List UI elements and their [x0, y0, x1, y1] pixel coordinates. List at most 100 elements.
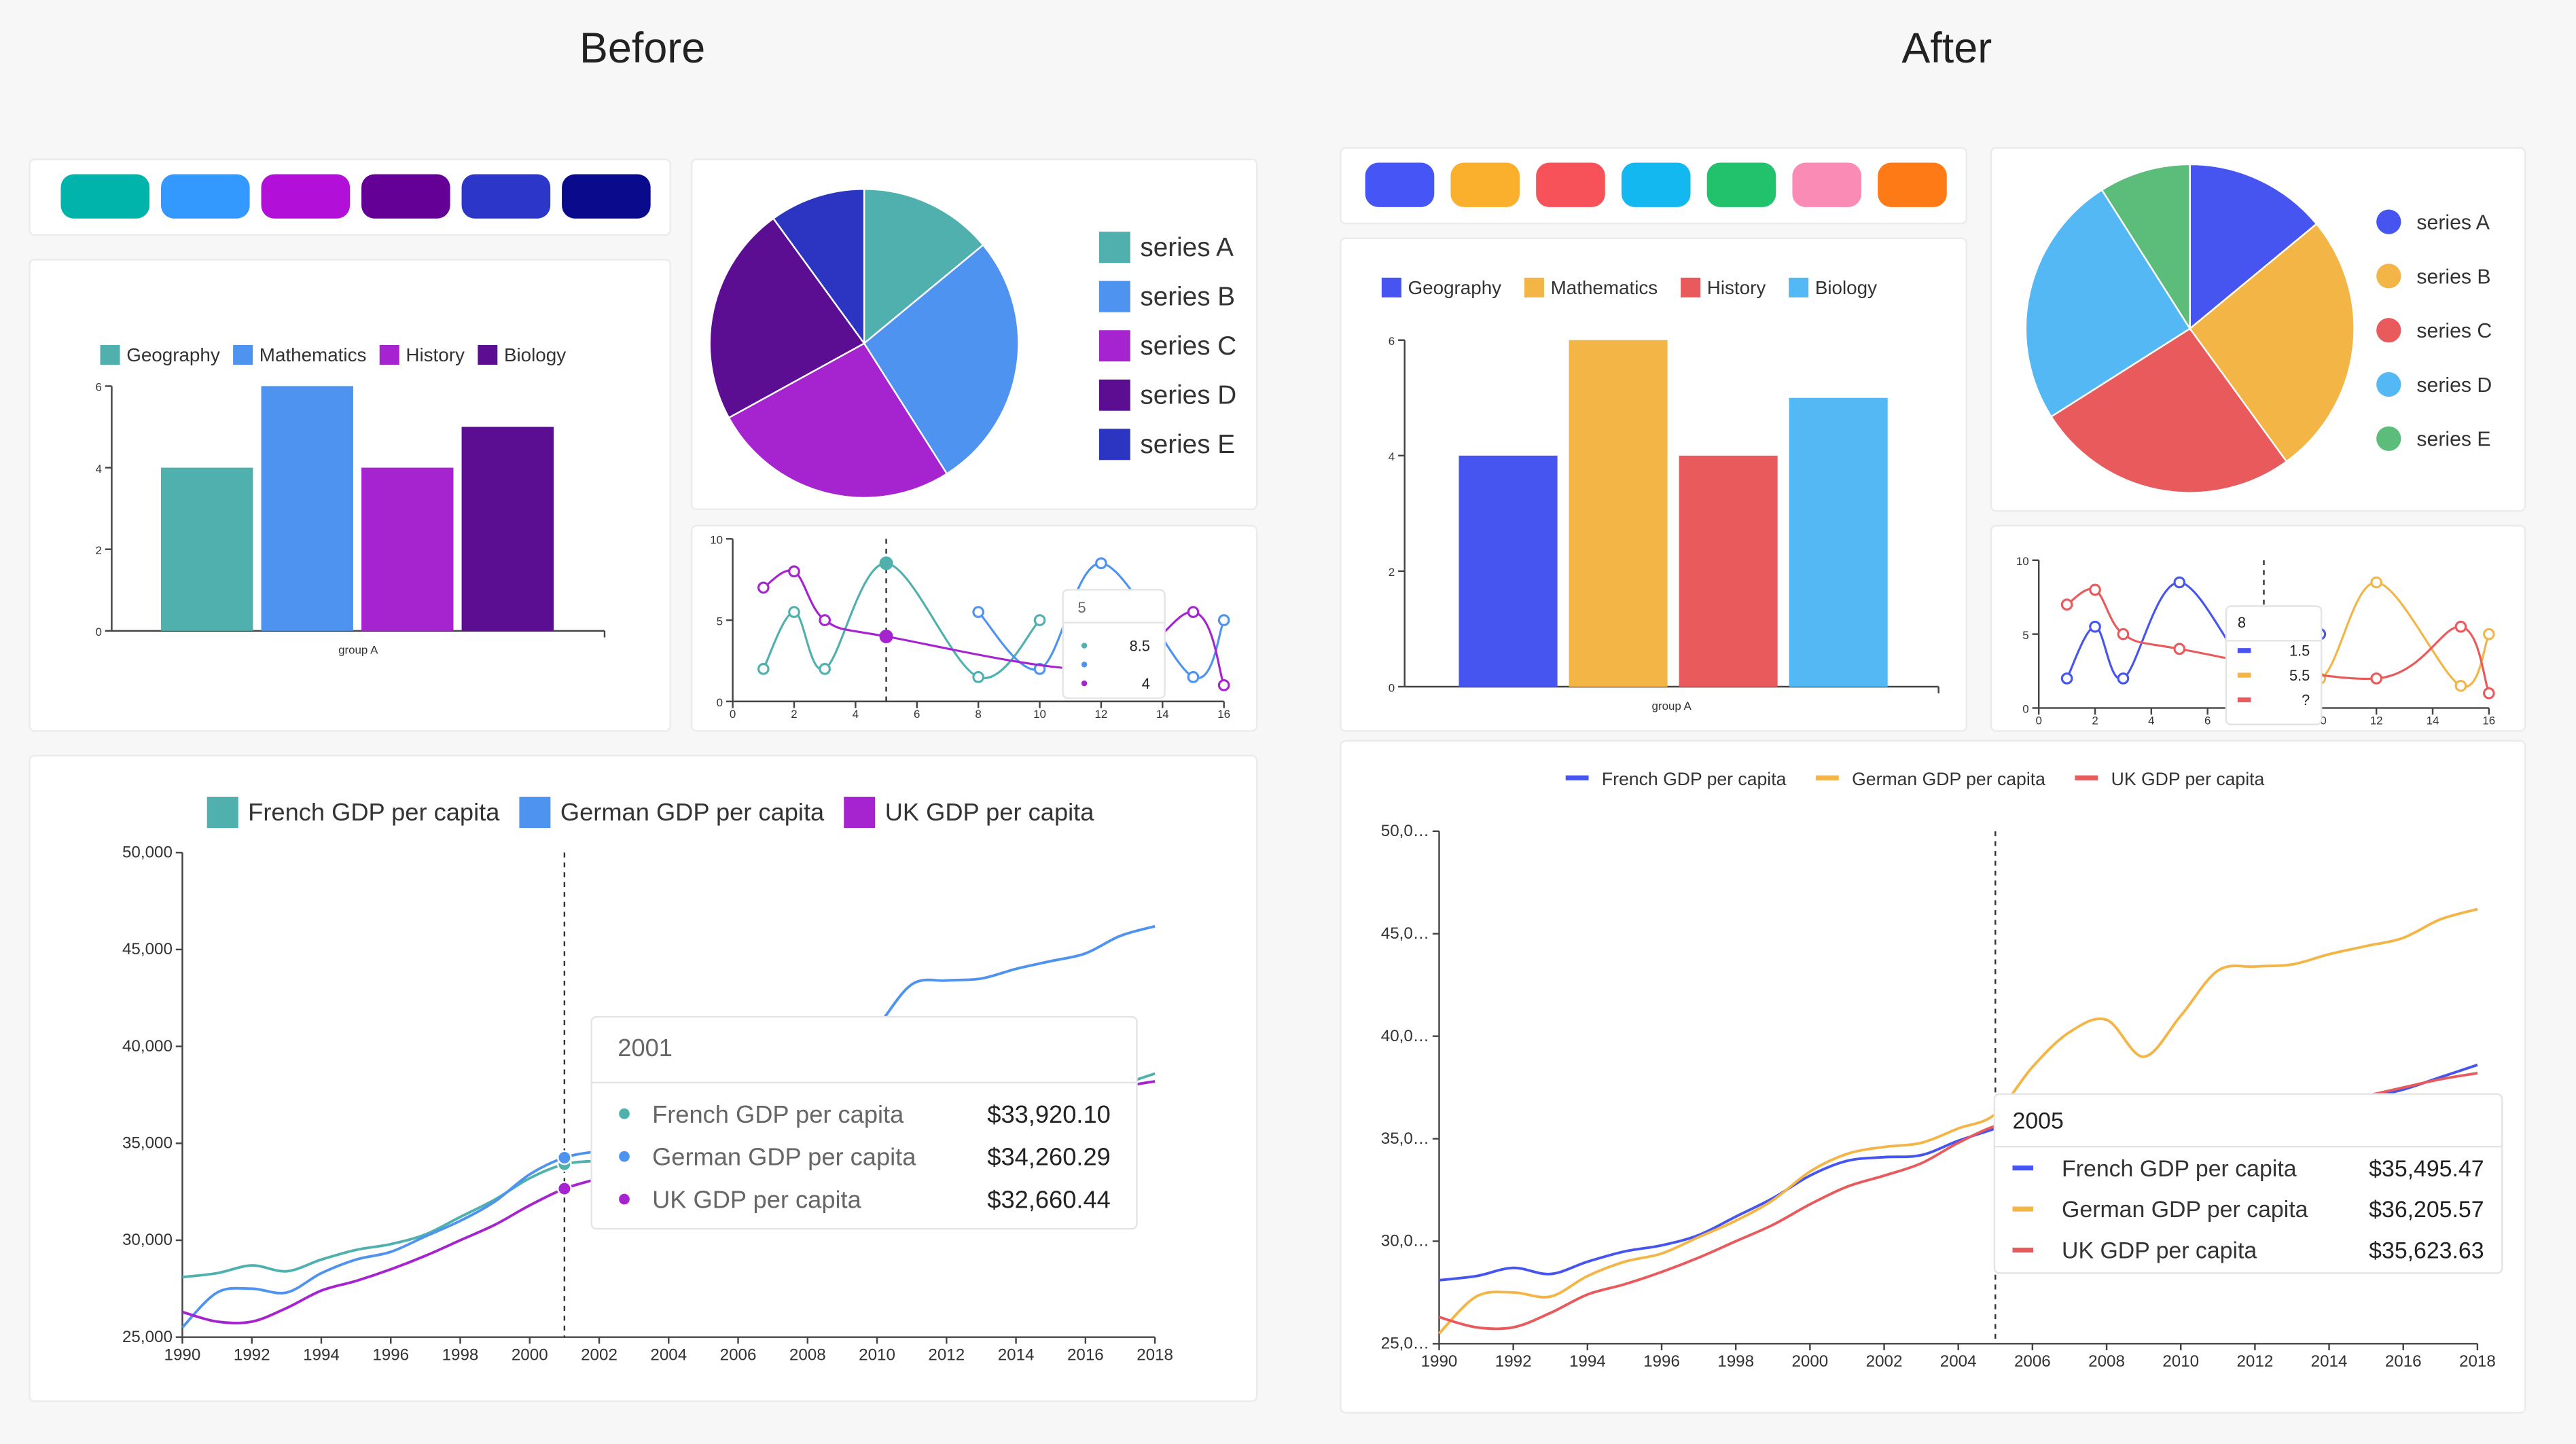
y-tick-label: 50,000	[122, 844, 173, 862]
legend-marker	[519, 797, 551, 828]
pie-slice-series-E	[772, 188, 865, 346]
legend-marker	[1098, 429, 1130, 461]
legend-swatch	[1381, 277, 1401, 297]
tooltip-marker	[2012, 1165, 2033, 1171]
x-tick-label: 1992	[234, 1346, 270, 1365]
data-point	[2089, 583, 2101, 596]
pie-slice-series-B	[2189, 222, 2355, 463]
data-point	[819, 663, 831, 675]
color-swatch[interactable]	[60, 174, 150, 219]
legend-swatch	[1789, 277, 1809, 297]
tooltip-title: 2005	[2013, 1108, 2064, 1134]
x-tick-label: 1998	[442, 1346, 479, 1365]
tooltip-box	[2225, 605, 2323, 725]
y-tick-label: 35,0…	[1381, 1130, 1429, 1148]
legend-marker	[2376, 426, 2401, 451]
x-tick-label: 1994	[1569, 1352, 1606, 1371]
series-line	[1438, 907, 2478, 1335]
data-point	[2482, 628, 2495, 640]
tooltip-marker	[2237, 648, 2251, 653]
color-swatch[interactable]	[562, 174, 651, 219]
x-tick-label: 1996	[372, 1346, 409, 1365]
bar-geography	[1459, 455, 1558, 687]
legend-marker	[1098, 330, 1130, 362]
data-point	[1033, 614, 1046, 626]
y-tick-label: 2	[1389, 566, 1395, 579]
tooltip-marker	[1079, 640, 1089, 651]
y-tick-label: 0	[96, 626, 102, 638]
x-tick-label: 2000	[512, 1346, 548, 1365]
color-swatch[interactable]	[1792, 162, 1862, 207]
x-tick-label: 2008	[789, 1346, 826, 1365]
tooltip-title: 5	[1077, 599, 1086, 616]
color-swatch[interactable]	[1365, 162, 1435, 207]
tooltip: 2001 French GDP per capita $33,920.10 Germa…	[590, 1015, 1138, 1230]
x-tick-label: 2006	[720, 1346, 757, 1365]
tooltip-value: $35,623.63	[2369, 1238, 2484, 1264]
tooltip-marker	[2012, 1247, 2033, 1253]
x-tick-label: 0	[730, 708, 736, 721]
y-tick-label: 5	[717, 615, 723, 628]
legend-marker	[1565, 775, 1589, 780]
legend-swatch	[100, 344, 120, 365]
x-tick-label: 1994	[303, 1346, 340, 1365]
color-swatch[interactable]	[1706, 162, 1776, 207]
tooltip-value: $36,205.57	[2369, 1197, 2484, 1223]
legend-marker	[844, 797, 876, 828]
legend-label: series B	[1140, 282, 1235, 311]
tooltip-marker	[1079, 679, 1089, 688]
y-tick-label: 4	[1389, 450, 1395, 463]
y-tick-label: 5	[2022, 629, 2028, 642]
x-tick-label: 4	[2148, 715, 2154, 727]
color-swatch[interactable]	[261, 174, 351, 219]
legend-marker	[207, 797, 238, 828]
y-tick-label: 0	[1389, 681, 1395, 694]
color-swatch[interactable]	[361, 174, 450, 219]
data-point	[2370, 672, 2382, 685]
x-tick-label: 1990	[164, 1346, 201, 1365]
color-swatch[interactable]	[161, 174, 250, 219]
legend-label: Mathematics	[1551, 277, 1658, 298]
legend-label: History	[1707, 277, 1766, 298]
tooltip-marker	[1079, 660, 1089, 670]
data-point	[2173, 576, 2186, 589]
legend-label: Mathematics	[260, 344, 367, 365]
x-category-label: group A	[338, 644, 378, 657]
color-swatch[interactable]	[1878, 162, 1947, 207]
after-swatch-panel	[1340, 147, 1967, 225]
data-point	[2482, 687, 2495, 700]
data-point	[1187, 671, 1200, 683]
pie-slice-series-A	[863, 188, 984, 346]
legend-label: series D	[1140, 380, 1236, 410]
legend-label: History	[406, 344, 465, 365]
active-dot	[879, 556, 893, 571]
tooltip-title: 2001	[618, 1034, 673, 1062]
y-tick-label: 45,000	[122, 940, 173, 958]
legend-label: Geography	[1408, 277, 1502, 298]
tooltip-value: $33,920.10	[987, 1100, 1111, 1128]
color-swatch[interactable]	[461, 174, 551, 219]
x-tick-label: 6	[914, 708, 920, 721]
legend-marker	[1815, 775, 1839, 780]
color-swatch[interactable]	[1536, 162, 1605, 207]
pie-after-chart: series A series B series C series D series E	[2024, 163, 2492, 494]
y-tick-label: 25,000	[122, 1328, 173, 1346]
pie-slice-series-D	[709, 217, 865, 419]
y-tick-label: 30,000	[122, 1231, 173, 1249]
data-point	[1095, 557, 1107, 570]
data-point	[1187, 606, 1200, 618]
before-swatch-panel	[29, 158, 671, 236]
y-tick-label: 35,000	[122, 1134, 173, 1153]
legend-marker	[1098, 281, 1130, 312]
x-tick-label: 2	[2092, 715, 2098, 727]
color-swatch[interactable]	[1621, 162, 1691, 207]
bar-mathematics	[1569, 340, 1668, 687]
x-tick-label: 2010	[859, 1346, 895, 1365]
legend-label: Biology	[504, 344, 566, 365]
data-point	[757, 663, 770, 675]
color-swatch[interactable]	[1450, 162, 1520, 207]
legend-swatch	[478, 344, 498, 365]
gdp-after-panel	[1340, 740, 2526, 1414]
legend-label: series B	[2416, 266, 2490, 288]
